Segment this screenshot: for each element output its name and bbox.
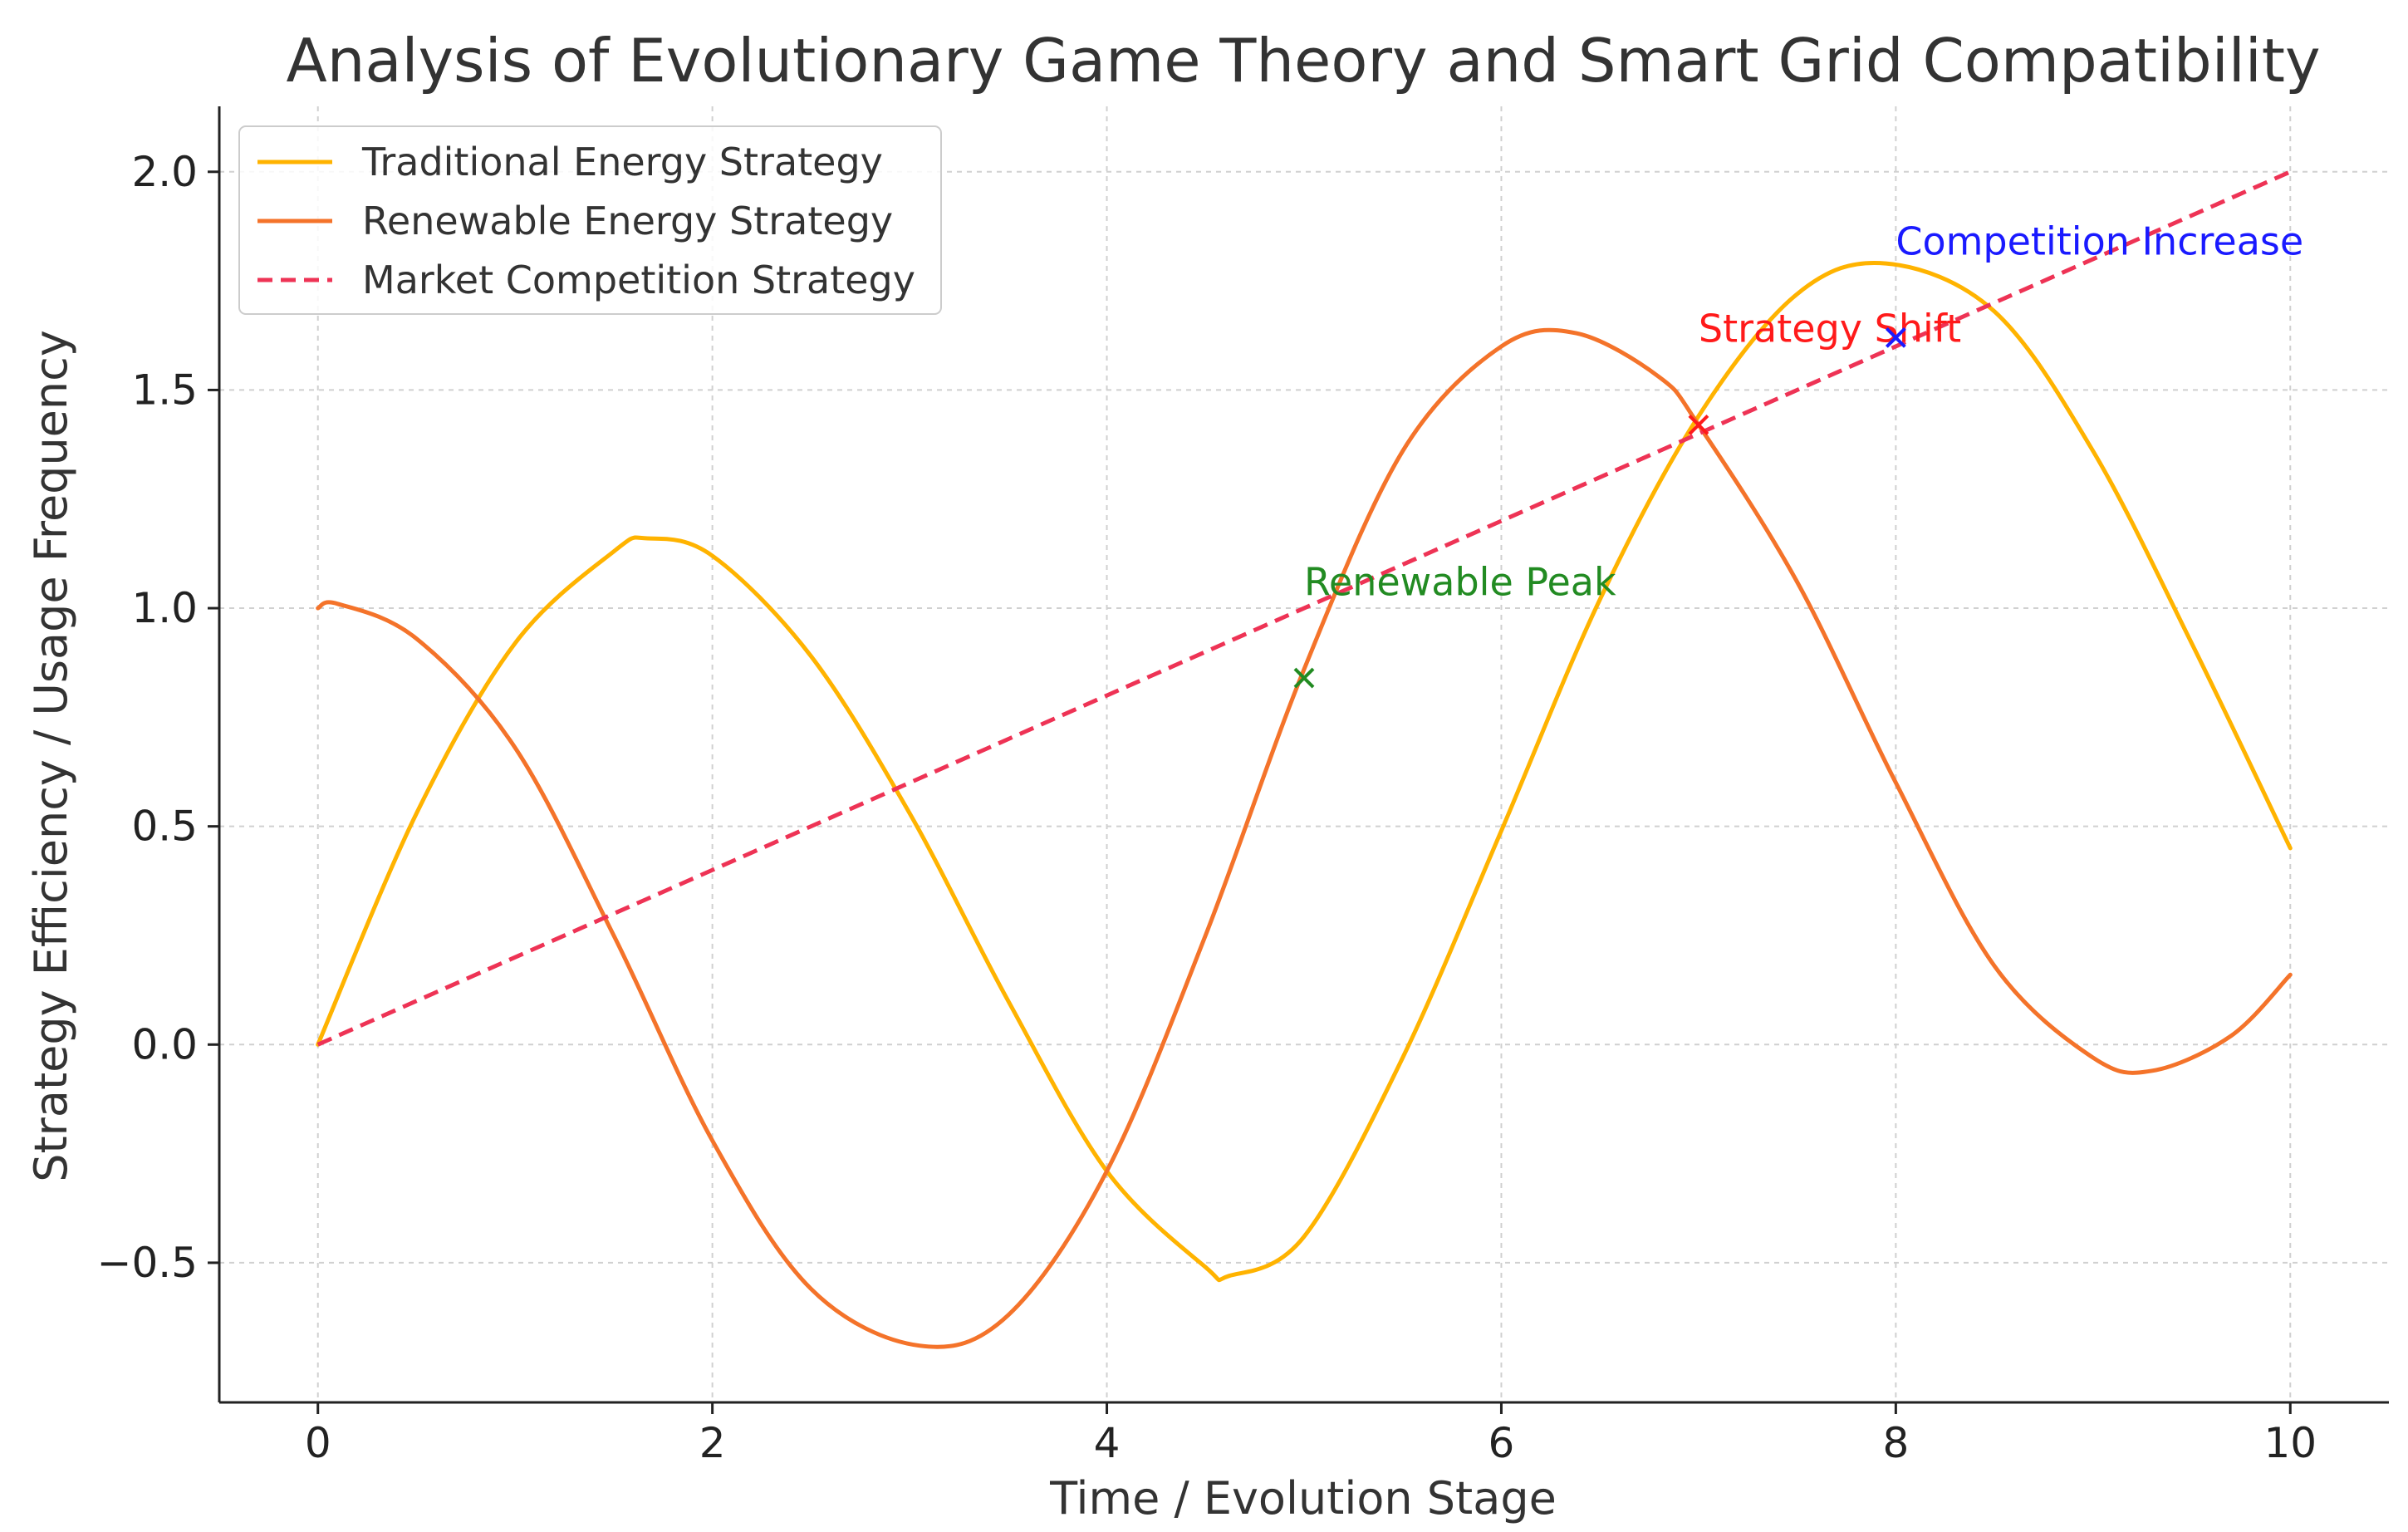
y-tick-label: 0.0 <box>131 1020 198 1068</box>
y-ticks: −0.5 0.0 0.5 1.0 1.5 2.0 <box>97 148 219 1287</box>
legend: Traditional Energy Strategy Renewable Ene… <box>238 125 942 315</box>
marker-stroke <box>1688 415 1709 435</box>
chart-title: Analysis of Evolutionary Game Theory and… <box>286 26 2320 96</box>
annotation-marker-2 <box>1885 327 1906 348</box>
annotation-marker-1 <box>1688 415 1709 435</box>
annotation-label-0: Renewable Peak <box>1304 559 1616 604</box>
y-tick-label: 1.0 <box>131 584 198 632</box>
y-tick-label: 1.5 <box>131 366 198 414</box>
marker-stroke <box>1885 327 1906 348</box>
axes <box>218 106 2389 1404</box>
x-tick-label: 8 <box>1882 1419 1909 1467</box>
legend-label-2: Market Competition Strategy <box>362 258 915 302</box>
y-tick-label: 2.0 <box>131 148 198 196</box>
x-tick-label: 4 <box>1094 1419 1121 1467</box>
y-tick-label: −0.5 <box>97 1239 198 1287</box>
series-line-0 <box>316 260 2293 1283</box>
y-axis-label: Strategy Efficiency / Usage Frequency <box>25 330 77 1182</box>
marker-stroke <box>1293 667 1315 689</box>
legend-label-0: Traditional Energy Strategy <box>361 140 883 184</box>
annotations-group: Renewable Peak Strategy Shift Competition … <box>1293 219 2303 689</box>
legend-label-1: Renewable Energy Strategy <box>362 199 893 243</box>
y-tick-label: 0.5 <box>131 803 198 851</box>
legend-box <box>238 125 942 315</box>
series-line-1 <box>316 327 2293 1349</box>
annotation-marker-0 <box>1293 667 1315 689</box>
annotation-label-2: Competition Increase <box>1896 219 2303 264</box>
x-tick-label: 6 <box>1488 1419 1515 1467</box>
x-tick-label: 10 <box>2263 1419 2317 1467</box>
grid <box>219 106 2389 1402</box>
x-tick-label: 0 <box>305 1419 331 1467</box>
x-tick-label: 2 <box>699 1419 726 1467</box>
series-line-2 <box>316 169 2292 1047</box>
annotation-label-1: Strategy Shift <box>1699 307 1961 351</box>
x-axis-label: Time / Evolution Stage <box>1049 1472 1557 1525</box>
x-ticks: 0 2 4 6 8 10 <box>305 1402 2317 1467</box>
series-group <box>316 169 2293 1349</box>
